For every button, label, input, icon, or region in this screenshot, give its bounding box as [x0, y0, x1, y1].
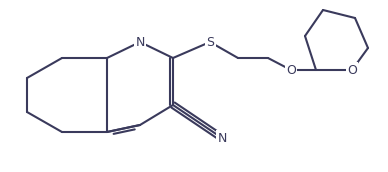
Text: N: N [135, 35, 145, 49]
Text: O: O [347, 63, 357, 77]
Text: N: N [217, 132, 227, 144]
Text: S: S [206, 35, 214, 49]
Text: O: O [286, 63, 296, 77]
